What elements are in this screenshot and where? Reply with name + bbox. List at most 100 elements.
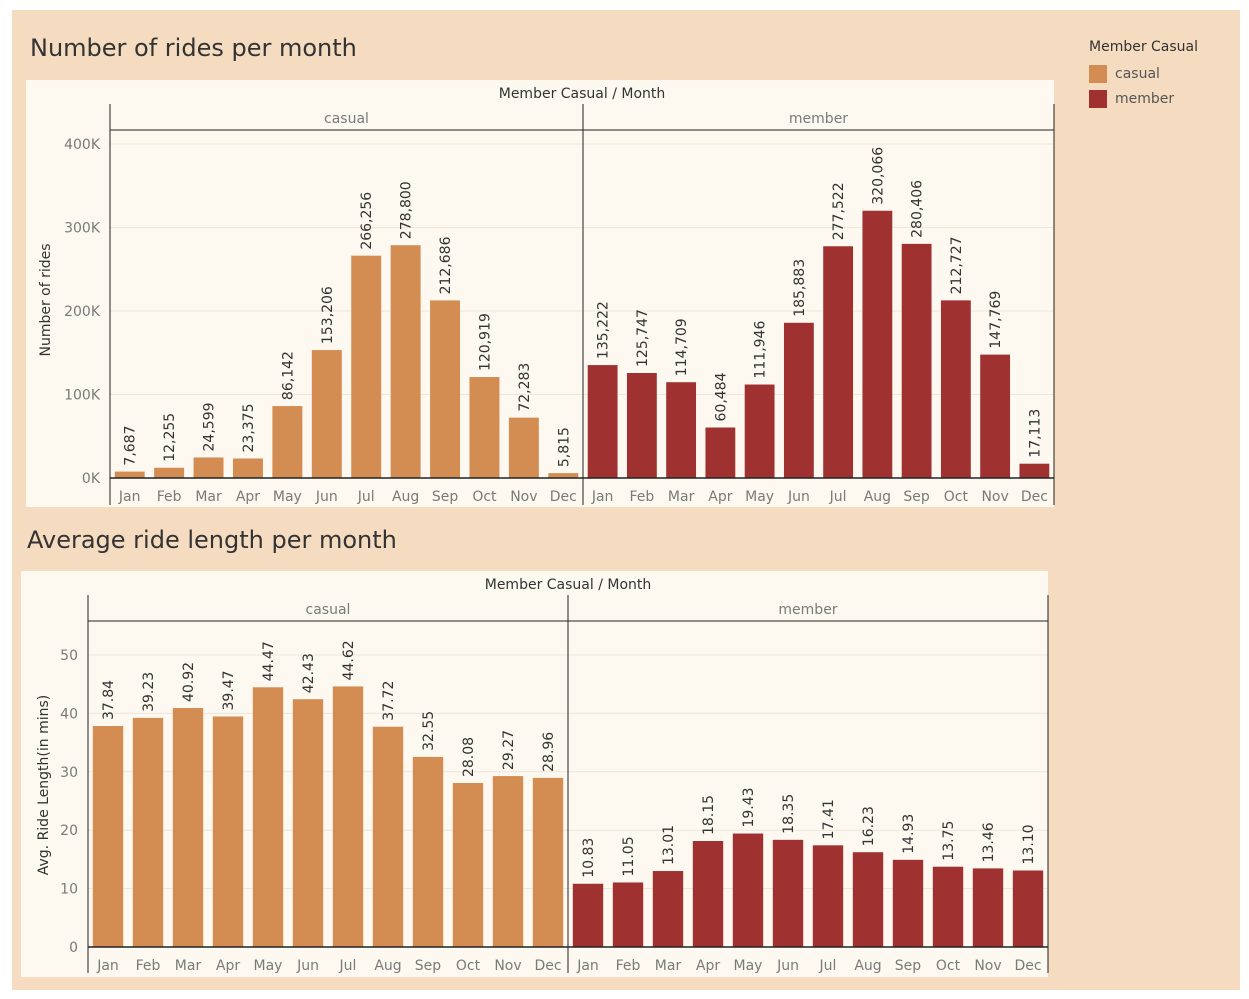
ride-length-x-tick-label: Jan bbox=[576, 958, 599, 974]
ride-length-data-label: 42.43 bbox=[301, 653, 317, 693]
ride-length-data-label: 28.96 bbox=[541, 732, 557, 772]
dashboard: Number of rides per month Average ride l… bbox=[12, 10, 1240, 990]
legend-item-casual[interactable]: casual bbox=[1089, 61, 1229, 86]
rides-y-axis-label: Number of rides bbox=[38, 243, 54, 356]
ride-length-data-label: 29.27 bbox=[501, 730, 517, 770]
rides-bar-casual-aug bbox=[390, 245, 421, 478]
rides-bar-casual-jun bbox=[311, 350, 342, 478]
ride-length-bar-member-mar bbox=[652, 871, 684, 947]
rides-data-label: 125,747 bbox=[635, 309, 651, 367]
rides-x-tick-label: Feb bbox=[157, 489, 182, 505]
rides-ytick-label: 200K bbox=[64, 304, 101, 320]
ride-length-bar-member-dec bbox=[1012, 870, 1044, 947]
ride-length-bar-member-may bbox=[732, 833, 764, 947]
rides-x-tick-label: Feb bbox=[629, 489, 654, 505]
rides-bar-casual-jan bbox=[114, 471, 145, 478]
ride-length-ytick-label: 40 bbox=[60, 706, 78, 722]
ride-length-y-axis-label: Avg. Ride Length(in mins) bbox=[36, 695, 52, 876]
ride-length-data-label: 19.43 bbox=[741, 787, 757, 827]
legend-label-casual: casual bbox=[1115, 65, 1160, 82]
rides-data-label: 135,222 bbox=[596, 301, 612, 359]
rides-x-tick-label: Dec bbox=[550, 489, 577, 505]
rides-x-tick-label: Mar bbox=[668, 489, 695, 505]
ride-length-x-tick-label: Feb bbox=[136, 958, 161, 974]
ride-length-x-tick-label: Dec bbox=[1014, 958, 1041, 974]
rides-data-label: 277,522 bbox=[831, 182, 847, 240]
ride-length-data-label: 37.84 bbox=[101, 680, 117, 720]
ride-length-header: Member Casual / Month bbox=[485, 577, 652, 593]
rides-data-label: 7,687 bbox=[123, 425, 139, 465]
rides-bar-casual-feb bbox=[154, 467, 185, 478]
ride-length-data-label: 18.15 bbox=[701, 795, 717, 835]
rides-bar-casual-sep bbox=[430, 300, 461, 478]
ride-length-x-tick-label: Jul bbox=[819, 958, 837, 974]
ride-length-data-label: 39.23 bbox=[141, 672, 157, 712]
ride-length-bar-casual-apr bbox=[212, 716, 244, 947]
rides-ytick-label: 100K bbox=[64, 388, 101, 404]
ride-length-x-tick-label: Jan bbox=[96, 958, 119, 974]
ride-length-bar-member-aug bbox=[852, 852, 884, 947]
legend-swatch-casual bbox=[1089, 64, 1107, 83]
rides-data-label: 12,255 bbox=[162, 413, 178, 462]
ride-length-data-label: 14.93 bbox=[901, 814, 917, 854]
ride-length-data-label: 18.35 bbox=[781, 794, 797, 834]
rides-bar-casual-oct bbox=[469, 377, 500, 478]
rides-bar-casual-mar bbox=[193, 457, 224, 478]
legend-label-member: member bbox=[1115, 90, 1175, 107]
rides-x-tick-label: Aug bbox=[392, 489, 419, 505]
rides-data-label: 320,066 bbox=[870, 147, 886, 205]
ride-length-x-tick-label: Sep bbox=[415, 958, 442, 974]
rides-bar-member-may bbox=[744, 384, 775, 478]
ride-length-bar-member-nov bbox=[972, 868, 1004, 947]
rides-header: Member Casual / Month bbox=[499, 86, 666, 102]
ride-length-x-tick-label: Sep bbox=[895, 958, 922, 974]
rides-x-tick-label: Jun bbox=[787, 489, 810, 505]
ride-length-data-label: 44.62 bbox=[341, 640, 357, 680]
ride-length-x-tick-label: Oct bbox=[936, 958, 961, 974]
ride-length-bar-member-sep bbox=[892, 859, 924, 947]
rides-bar-casual-apr bbox=[232, 458, 263, 478]
ride-length-data-label: 16.23 bbox=[861, 806, 877, 846]
ride-length-chart-title: Average ride length per month bbox=[27, 526, 397, 554]
ride-length-bar-casual-may bbox=[252, 687, 284, 947]
ride-length-ytick-label: 30 bbox=[60, 765, 78, 781]
rides-data-label: 153,206 bbox=[320, 286, 336, 344]
rides-ytick-label: 0K bbox=[82, 471, 101, 487]
ride-length-data-label: 13.01 bbox=[661, 825, 677, 865]
rides-data-label: 147,769 bbox=[988, 291, 1004, 349]
rides-bar-member-mar bbox=[666, 382, 697, 478]
ride-length-bar-casual-nov bbox=[492, 776, 524, 947]
rides-x-tick-label: Jan bbox=[118, 489, 141, 505]
rides-x-tick-label: Dec bbox=[1021, 489, 1048, 505]
rides-bar-casual-dec bbox=[548, 473, 579, 478]
rides-bar-member-oct bbox=[940, 300, 971, 478]
rides-bar-member-dec bbox=[1019, 463, 1050, 478]
rides-data-label: 60,484 bbox=[713, 372, 729, 421]
ride-length-bar-member-jun bbox=[772, 839, 804, 947]
ride-length-x-tick-label: May bbox=[734, 958, 763, 974]
rides-bar-casual-nov bbox=[508, 417, 539, 478]
ride-length-bar-member-feb bbox=[612, 882, 644, 947]
rides-data-label: 72,283 bbox=[517, 363, 533, 412]
ride-length-bar-casual-dec bbox=[532, 777, 564, 947]
rides-data-label: 111,946 bbox=[753, 321, 769, 379]
ride-length-x-tick-label: Apr bbox=[216, 958, 240, 974]
rides-x-tick-label: Jan bbox=[591, 489, 614, 505]
rides-bar-casual-jul bbox=[351, 255, 382, 478]
ride-length-facet-label-casual: casual bbox=[306, 602, 351, 618]
legend-item-member[interactable]: member bbox=[1089, 86, 1229, 111]
ride-length-x-tick-label: Jun bbox=[296, 958, 319, 974]
ride-length-bar-casual-feb bbox=[132, 717, 164, 947]
rides-x-tick-label: Aug bbox=[864, 489, 891, 505]
rides-data-label: 185,883 bbox=[792, 259, 808, 317]
ride-length-data-label: 13.75 bbox=[941, 821, 957, 861]
ride-length-x-tick-label: Jun bbox=[776, 958, 799, 974]
ride-length-bar-member-oct bbox=[932, 866, 964, 947]
legend[interactable]: Member Casual casual member bbox=[1089, 39, 1229, 111]
ride-length-data-label: 32.55 bbox=[421, 711, 437, 751]
ride-length-bar-member-jul bbox=[812, 845, 844, 947]
rides-x-tick-label: Jul bbox=[357, 489, 375, 505]
rides-per-month-chart: Member Casual / Month 0K 100K 200K 300K 400K N… bbox=[21, 80, 1055, 977]
rides-data-label: 114,709 bbox=[674, 318, 690, 376]
rides-data-label: 24,599 bbox=[202, 402, 218, 451]
